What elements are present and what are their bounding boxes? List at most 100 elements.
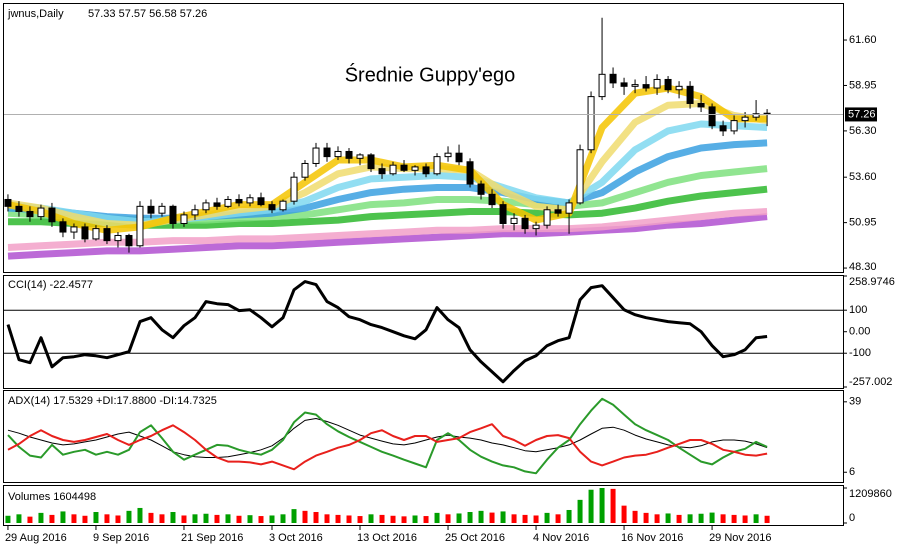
candle-body	[389, 164, 397, 175]
y-tick-label: 56.30	[849, 125, 877, 137]
adx-panel-frame	[3, 390, 844, 483]
x-tick-label: 3 Oct 2016	[269, 532, 323, 544]
candle-body	[378, 168, 386, 175]
indicator-line	[7, 423, 768, 471]
candle-body	[81, 226, 89, 240]
annotation: Średnie Guppy'ego	[345, 62, 516, 86]
volume-bar	[511, 514, 517, 523]
candle-body	[136, 205, 144, 247]
indicator-line	[7, 418, 768, 458]
ohlc-header: 57.33 57.57 56.58 57.26	[88, 8, 207, 20]
candle-body	[334, 150, 342, 158]
x-tick-label: 29 Nov 2016	[709, 532, 771, 544]
price-panel-frame	[3, 3, 844, 273]
candle-body	[246, 197, 254, 204]
candle-body	[37, 207, 45, 218]
candle-body	[15, 205, 23, 212]
candle-body	[59, 221, 67, 233]
candle-body	[202, 202, 210, 211]
x-tick-label: 29 Aug 2016	[5, 532, 67, 544]
candle-body	[477, 183, 485, 195]
candle-body	[741, 116, 749, 122]
candle-body	[70, 226, 78, 233]
volume-bar	[445, 514, 451, 523]
y-tick-label: 53.60	[849, 171, 877, 183]
candle-body	[554, 209, 562, 214]
volume-bar	[654, 514, 660, 523]
volume-bar	[192, 514, 198, 523]
candle-body	[103, 228, 111, 242]
y-tick-label: 50.95	[849, 217, 877, 229]
candle-body	[411, 166, 419, 171]
volume-bar	[280, 514, 286, 523]
volume-bar	[577, 499, 583, 523]
volume-bar	[225, 514, 231, 523]
candle-body	[356, 154, 364, 159]
volume-bar	[346, 515, 352, 523]
candle-body	[169, 205, 177, 224]
candle-body	[125, 234, 133, 247]
candle-body	[587, 96, 595, 151]
candle-body	[224, 198, 232, 207]
candle-body	[653, 78, 661, 89]
volume-bar	[60, 511, 66, 523]
volume-bar	[137, 507, 143, 523]
candle-body	[301, 162, 309, 178]
volume-bar	[126, 510, 132, 523]
volume-bar	[764, 515, 770, 523]
candle-body	[598, 73, 606, 98]
candle-body	[686, 85, 694, 104]
indicator-line	[7, 397, 768, 475]
volume-bar	[302, 510, 308, 523]
volume-bar	[236, 515, 242, 523]
candle-body	[158, 205, 166, 214]
candle-body	[521, 217, 529, 230]
candle-body	[609, 73, 617, 84]
x-tick-label: 16 Nov 2016	[621, 532, 683, 544]
volume-bar	[610, 488, 616, 523]
candle-body	[48, 207, 56, 223]
volume-bar	[16, 514, 22, 523]
candle-body	[488, 193, 496, 206]
candle-body	[730, 120, 738, 132]
volume-bar	[687, 514, 693, 523]
candle-body	[4, 198, 12, 207]
candle-body	[114, 234, 122, 242]
candle-body	[345, 150, 353, 159]
volume-bar	[478, 510, 484, 523]
candle-body	[235, 198, 243, 204]
candle-body	[510, 217, 518, 224]
volume-bar	[5, 515, 11, 523]
x-tick-label: 25 Oct 2016	[445, 532, 505, 544]
volume-bar	[643, 512, 649, 523]
volume-bar	[401, 516, 407, 523]
volume-bar	[357, 516, 363, 523]
symbol-title: jwnus,Daily	[7, 8, 64, 20]
volume-bar	[181, 515, 187, 523]
candle-body	[213, 202, 221, 207]
candle-body	[697, 102, 705, 108]
price-tag	[845, 107, 877, 122]
candle-body	[642, 84, 650, 89]
volume-bar	[555, 514, 561, 523]
price-tag-label: 57.26	[848, 108, 876, 120]
candle-body	[257, 197, 265, 206]
volume-bar	[720, 514, 726, 523]
candle-body	[26, 210, 34, 218]
volume-panel-frame	[3, 485, 844, 526]
candle-body	[466, 161, 474, 185]
candle-body	[312, 147, 320, 164]
panel-title: ADX(14) 17.5329 +DI:17.8800 -DI:14.7325	[8, 395, 217, 407]
candle-body	[752, 113, 760, 118]
x-tick-label: 13 Oct 2016	[357, 532, 417, 544]
volume-bar	[599, 488, 605, 523]
candle-body	[92, 228, 100, 240]
volume-bar	[588, 489, 594, 523]
guppy-ma	[7, 208, 768, 251]
candle-body	[191, 209, 199, 216]
candle-body	[180, 214, 188, 224]
guppy-ma	[7, 84, 768, 234]
candle-body	[631, 84, 639, 87]
candle-body	[444, 152, 452, 158]
